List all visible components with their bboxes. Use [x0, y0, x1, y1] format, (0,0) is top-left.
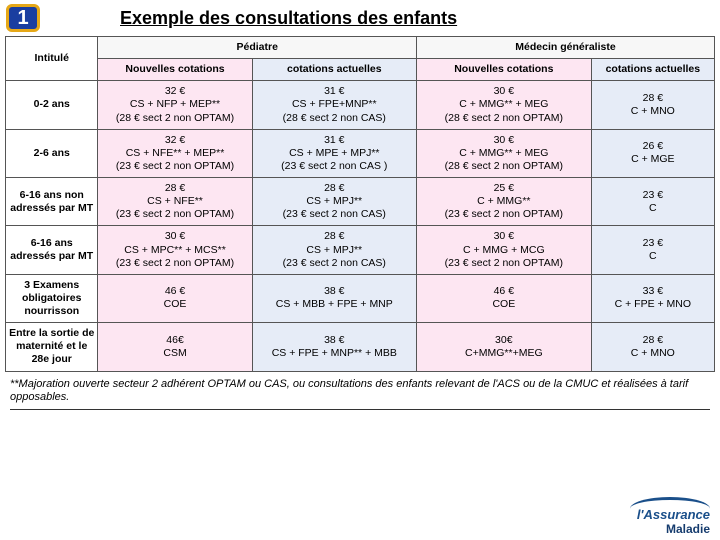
- cell-gen-nouv: 30 €C + MMG** + MEG(28 € sect 2 non OPTA…: [416, 81, 591, 129]
- cell-gen-act: 23 €C: [591, 226, 714, 274]
- table-body: 0-2 ans32 €CS + NFP + MEP**(28 € sect 2 …: [6, 81, 715, 371]
- row-label: 2-6 ans: [6, 129, 98, 177]
- cell-gen-act: 26 €C + MGE: [591, 129, 714, 177]
- cell-ped-act: 28 €CS + MPJ**(23 € sect 2 non CAS): [252, 178, 416, 226]
- cell-ped-act: 38 €CS + MBB + FPE + MNP: [252, 274, 416, 322]
- logo-brand: l'Assurance: [637, 507, 710, 522]
- table-row: 6-16 ans non adressés par MT28 €CS + NFE…: [6, 178, 715, 226]
- footnote: **Majoration ouverte secteur 2 adhérent …: [0, 372, 720, 408]
- cell-gen-nouv: 30 €C + MMG + MCG(23 € sect 2 non OPTAM): [416, 226, 591, 274]
- cell-gen-nouv: 30€C+MMG**+MEG: [416, 323, 591, 371]
- table-row: 2-6 ans32 €CS + NFE** + MEP**(23 € sect …: [6, 129, 715, 177]
- col-header-pediatre: Pédiatre: [98, 37, 417, 59]
- cell-ped-act: 31 €CS + MPE + MPJ**(23 € sect 2 non CAS…: [252, 129, 416, 177]
- table-row: 3 Examens obligatoires nourrisson46 €COE…: [6, 274, 715, 322]
- cell-ped-act: 28 €CS + MPJ**(23 € sect 2 non CAS): [252, 226, 416, 274]
- row-label: Entre la sortie de maternité et le 28e j…: [6, 323, 98, 371]
- row-label: 6-16 ans non adressés par MT: [6, 178, 98, 226]
- col-header-gen-actuelles: cotations actuelles: [591, 59, 714, 81]
- assurance-maladie-logo: l'Assurance Maladie: [630, 499, 710, 536]
- cell-ped-act: 38 €CS + FPE + MNP** + MBB: [252, 323, 416, 371]
- cell-gen-nouv: 25 €C + MMG**(23 € sect 2 non OPTAM): [416, 178, 591, 226]
- footer-divider: [10, 409, 710, 410]
- cell-gen-act: 33 €C + FPE + MNO: [591, 274, 714, 322]
- col-header-generaliste: Médecin généraliste: [416, 37, 714, 59]
- cell-ped-nouv: 32 €CS + NFE** + MEP**(23 € sect 2 non O…: [98, 129, 252, 177]
- cell-ped-nouv: 30 €CS + MPC** + MCS**(23 € sect 2 non O…: [98, 226, 252, 274]
- row-label: 0-2 ans: [6, 81, 98, 129]
- consultations-table: Intitulé Pédiatre Médecin généraliste No…: [5, 36, 715, 372]
- cell-ped-nouv: 46€CSM: [98, 323, 252, 371]
- cell-gen-act: 23 €C: [591, 178, 714, 226]
- logo-sub: Maladie: [666, 522, 710, 536]
- cell-gen-act: 28 €C + MNO: [591, 323, 714, 371]
- row-label: 3 Examens obligatoires nourrisson: [6, 274, 98, 322]
- cell-gen-act: 28 €C + MNO: [591, 81, 714, 129]
- top-bar: 1 Exemple des consultations des enfants: [0, 0, 720, 34]
- section-number-badge: 1: [6, 4, 40, 32]
- cell-gen-nouv: 46 €COE: [416, 274, 591, 322]
- table-row: Entre la sortie de maternité et le 28e j…: [6, 323, 715, 371]
- col-header-ped-nouvelles: Nouvelles cotations: [98, 59, 252, 81]
- cell-ped-act: 31 €CS + FPE+MNP**(28 € sect 2 non CAS): [252, 81, 416, 129]
- page-title: Exemple des consultations des enfants: [120, 8, 457, 29]
- cell-ped-nouv: 32 €CS + NFP + MEP**(28 € sect 2 non OPT…: [98, 81, 252, 129]
- cell-ped-nouv: 46 €COE: [98, 274, 252, 322]
- row-label: 6-16 ans adressés par MT: [6, 226, 98, 274]
- table-row: 6-16 ans adressés par MT30 €CS + MPC** +…: [6, 226, 715, 274]
- cell-gen-nouv: 30 €C + MMG** + MEG(28 € sect 2 non OPTA…: [416, 129, 591, 177]
- table-row: 0-2 ans32 €CS + NFP + MEP**(28 € sect 2 …: [6, 81, 715, 129]
- col-header-ped-actuelles: cotations actuelles: [252, 59, 416, 81]
- col-header-intitule: Intitulé: [6, 37, 98, 81]
- cell-ped-nouv: 28 €CS + NFE**(23 € sect 2 non OPTAM): [98, 178, 252, 226]
- col-header-gen-nouvelles: Nouvelles cotations: [416, 59, 591, 81]
